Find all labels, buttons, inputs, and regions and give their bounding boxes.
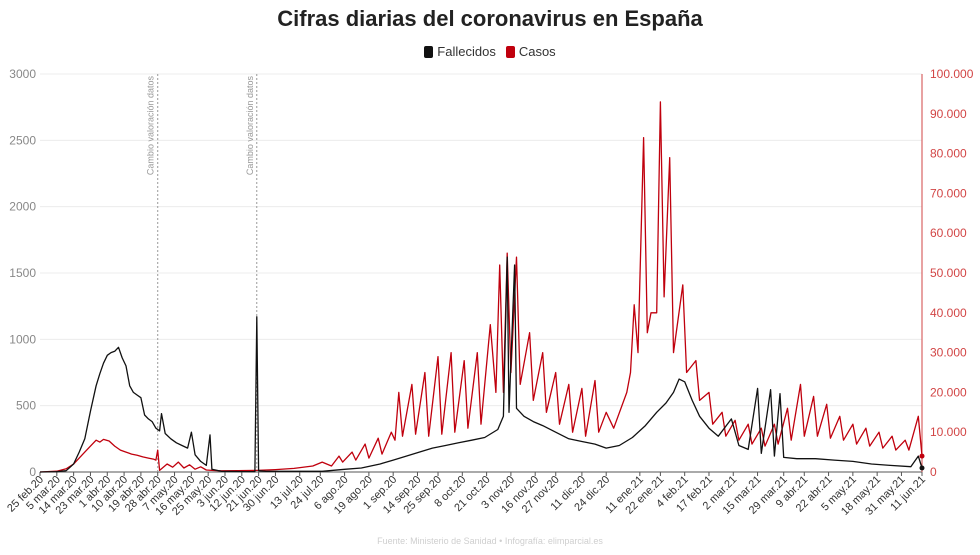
- y-right-tick-label: 100.000: [930, 67, 974, 81]
- legend: Fallecidos Casos: [0, 44, 980, 59]
- y-right-tick-label: 80.000: [930, 147, 967, 161]
- legend-swatch-casos: [505, 45, 515, 58]
- y-left-tick-label: 2500: [9, 133, 36, 147]
- y-right-tick-label: 90.000: [930, 107, 967, 121]
- y-left-tick-label: 2000: [9, 200, 36, 214]
- legend-label-fallecidos: Fallecidos: [437, 44, 496, 59]
- y-left-tick-label: 0: [29, 465, 36, 479]
- annotation-label: Cambio valoración datos: [146, 76, 156, 176]
- series-line-fallecidos: [39, 256, 923, 473]
- y-left-tick-label: 1000: [9, 332, 36, 346]
- series-end-point-casos: [919, 453, 925, 459]
- y-left-tick-label: 500: [16, 399, 36, 413]
- y-right-tick-label: 10.000: [930, 425, 967, 439]
- y-right-tick-label: 40.000: [930, 306, 967, 320]
- y-right-tick-label: 60.000: [930, 226, 967, 240]
- y-right-tick-label: 50.000: [930, 266, 967, 280]
- legend-label-casos: Casos: [518, 44, 556, 59]
- y-right-tick-label: 70.000: [930, 186, 967, 200]
- y-right-tick-label: 30.000: [930, 346, 967, 360]
- legend-item-fallecidos[interactable]: Fallecidos: [424, 44, 496, 59]
- legend-item-casos[interactable]: Casos: [505, 44, 556, 59]
- y-left-tick-label: 3000: [9, 67, 36, 81]
- y-right-tick-label: 0: [930, 465, 937, 479]
- y-left-tick-label: 1500: [9, 266, 36, 280]
- y-right-tick-label: 20.000: [930, 385, 967, 399]
- series-end-point-fallecidos: [919, 465, 925, 471]
- annotation-label: Cambio valoración datos: [245, 76, 255, 176]
- source-note: Fuente: Ministerio de Sanidad • Infograf…: [377, 536, 603, 546]
- chart-title: Cifras diarias del coronavirus en España: [277, 6, 703, 31]
- legend-swatch-fallecidos: [424, 45, 434, 58]
- series-line-casos: [39, 101, 923, 473]
